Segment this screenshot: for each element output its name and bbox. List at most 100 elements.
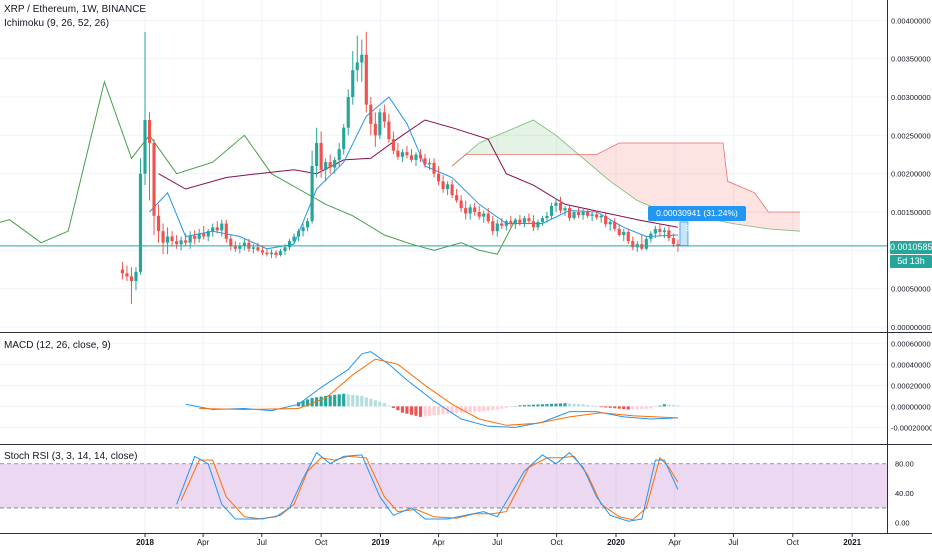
candle-down <box>260 250 265 253</box>
candle-up <box>278 251 283 255</box>
price-axis-label: 0.00000000 <box>891 323 931 332</box>
macd-histogram-bar <box>473 406 477 412</box>
candle-down <box>436 173 441 182</box>
macd-histogram-bar <box>604 406 608 408</box>
candle-up <box>549 205 554 216</box>
macd-histogram-bar <box>436 406 441 415</box>
candle-down <box>631 241 635 248</box>
candle-up <box>608 221 612 225</box>
candle-down <box>604 215 608 225</box>
macd-axis-label: 0.00020000 <box>891 381 931 390</box>
macd-histogram-bar <box>576 404 581 407</box>
macd-histogram-bar <box>351 394 355 407</box>
price-axis-label: 0.00200000 <box>891 170 931 179</box>
macd-histogram-bar <box>554 403 558 407</box>
stoch-rsi-legend[interactable]: Stoch RSI (3, 3, 14, 14, close) <box>4 451 138 462</box>
macd-histogram-bar <box>595 406 599 407</box>
candle-down <box>396 150 400 157</box>
candle-up <box>315 143 319 166</box>
macd-histogram-bar <box>405 406 409 414</box>
macd-histogram-bar <box>427 406 432 416</box>
macd-histogram-bar <box>563 403 567 407</box>
candle-down <box>658 228 662 232</box>
macd-histogram-bar <box>477 406 481 412</box>
macd-histogram-bar <box>522 405 526 407</box>
senkou-span-b-line <box>451 142 800 213</box>
candle-down <box>382 112 386 122</box>
candle-up <box>197 233 201 239</box>
macd-histogram-bar <box>653 406 657 408</box>
macd-histogram-bar <box>432 406 436 416</box>
macd-histogram-bar <box>536 404 540 407</box>
candle-down <box>175 241 179 245</box>
candle-up <box>310 166 314 222</box>
candle-up <box>269 252 274 255</box>
macd-legend[interactable]: MACD (12, 26, close, 9) <box>4 340 111 351</box>
macd-histogram-bar <box>572 403 576 407</box>
time-axis-label: Oct <box>787 538 800 547</box>
candle-down <box>147 120 152 143</box>
candle-down <box>265 252 269 255</box>
candle-up <box>482 213 486 217</box>
candle-down <box>229 238 233 247</box>
macd-histogram-bar <box>337 394 341 407</box>
candle-down <box>455 195 459 201</box>
macd-histogram-bar <box>617 406 621 409</box>
candle-up <box>296 231 301 237</box>
macd-signal-line <box>199 358 678 426</box>
macd-histogram-bar <box>581 404 585 407</box>
candle-down <box>626 231 630 242</box>
macd-histogram-bar <box>486 406 490 411</box>
tenkan-sen-line <box>149 96 678 250</box>
candle-up <box>545 215 549 219</box>
candle-up <box>283 247 287 252</box>
time-axis-label: 2021 <box>843 538 861 547</box>
time-axis-label: Jul <box>492 538 502 547</box>
macd-histogram-bar <box>586 404 590 407</box>
candle-up <box>581 212 585 216</box>
candle-up <box>166 236 170 243</box>
candle-down <box>464 208 468 214</box>
macd-histogram-bar <box>378 401 382 407</box>
candle-up <box>211 227 215 232</box>
candle-up <box>400 152 405 157</box>
time-axis-label: Jul <box>728 538 738 547</box>
candle-down <box>531 221 535 228</box>
macd-histogram-bar <box>540 404 545 407</box>
macd-histogram-bar <box>333 394 337 407</box>
macd-histogram-bar <box>527 404 531 407</box>
macd-histogram-bar <box>324 395 328 407</box>
price-axis-label: 0.00250000 <box>891 131 931 140</box>
ichimoku-legend[interactable]: Ichimoku (9, 26, 52, 26) <box>4 18 110 29</box>
price-axis-label: 0.00050000 <box>891 285 931 294</box>
macd-histogram-bar <box>414 406 418 416</box>
candle-up <box>333 159 337 168</box>
macd-histogram-bar <box>482 406 486 412</box>
macd-histogram-bar <box>513 406 517 407</box>
candle-down <box>558 202 563 211</box>
macd-axis-label: -0.00020000 <box>891 423 932 432</box>
candle-up <box>590 214 594 216</box>
macd-histogram-bar <box>441 406 445 415</box>
candle-down <box>509 221 513 225</box>
candle-up <box>495 223 499 232</box>
macd-histogram-bar <box>640 406 644 409</box>
candle-up <box>653 228 657 234</box>
macd-histogram-bar <box>364 397 368 407</box>
candle-down <box>319 143 323 170</box>
candle-down <box>567 208 572 219</box>
price-axis-label: 0.00150000 <box>891 208 931 217</box>
candle-up <box>446 184 450 189</box>
candle-up <box>599 215 603 218</box>
candle-down <box>595 214 599 218</box>
candle-up <box>572 212 576 219</box>
stoch-k-line <box>176 451 679 522</box>
macd-histogram-bar <box>518 405 522 407</box>
stoch-axis-label: 80.00 <box>895 460 914 469</box>
candle-up <box>242 242 246 246</box>
time-axis-label: 2020 <box>607 538 625 547</box>
countdown-tag: 5d 13h <box>890 255 932 268</box>
macd-histogram-bar <box>301 400 305 407</box>
